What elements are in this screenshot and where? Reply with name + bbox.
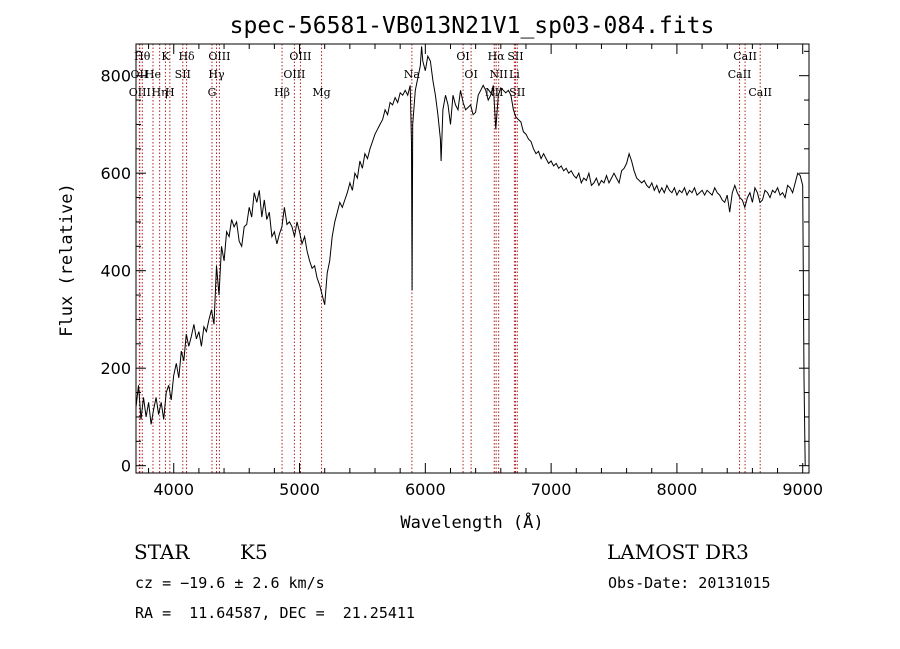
y-tick-label: 600 [100, 164, 131, 183]
line-label: Hδ [178, 50, 195, 63]
x-tick-label: 4000 [153, 480, 194, 499]
y-axis: 0 200 400 600 800 [100, 50, 809, 476]
x-axis: 4000 5000 6000 7000 8000 9000 [148, 44, 823, 499]
chart-title: spec-56581-VB013N21V1_sp03-084.fits [230, 13, 715, 39]
line-label: OI [464, 68, 477, 81]
line-label: OIII [208, 50, 230, 63]
y-tick-label: 0 [121, 457, 131, 476]
line-label: Hθ [134, 50, 151, 63]
survey-name: LAMOST DR3 [607, 540, 749, 564]
line-labels: HθOIIOIIIHeHηKHSIIHδGHγOIIIHβOIIIOIIIMgN… [129, 50, 772, 99]
x-axis-label: Wavelength (Å) [400, 511, 543, 533]
y-tick-label: 800 [100, 67, 131, 86]
line-label: He [145, 68, 161, 81]
line-label: CaII [733, 50, 757, 63]
line-label: CaII [728, 68, 752, 81]
line-label: CaII [748, 86, 772, 99]
line-label: K [161, 50, 170, 63]
object-class: STAR [134, 540, 190, 564]
line-label: SII [175, 68, 191, 81]
line-label: Li [509, 68, 520, 81]
observation-date: Obs-Date: 20131015 [608, 574, 771, 592]
x-tick-label: 9000 [782, 480, 823, 499]
x-tick-label: 7000 [531, 480, 572, 499]
line-label: Hγ [208, 68, 225, 81]
line-label: OIII [129, 86, 151, 99]
line-label: Hη [152, 86, 168, 99]
x-tick-label: 5000 [279, 480, 320, 499]
spectrum-line [135, 46, 806, 466]
line-label: Hβ [274, 86, 290, 99]
line-label: OIII [289, 50, 311, 63]
x-tick-label: 6000 [405, 480, 446, 499]
line-label: NII [485, 86, 503, 99]
line-label: Na [404, 68, 421, 81]
line-label: Mg [312, 86, 330, 99]
line-label: OII [131, 68, 149, 81]
line-label: SII [509, 86, 525, 99]
coordinates: RA = 11.64587, DEC = 21.25411 [135, 604, 415, 622]
line-label: H [165, 86, 175, 99]
plot-frame [135, 43, 810, 474]
x-tick-label: 8000 [657, 480, 698, 499]
line-label: OI [456, 50, 469, 63]
line-label: OIII [283, 68, 305, 81]
line-markers [138, 44, 761, 473]
y-tick-label: 200 [100, 359, 131, 378]
line-label: SII [507, 50, 523, 63]
redshift-value: cz = −19.6 ± 2.6 km/s [135, 574, 325, 592]
y-axis-label: Flux (relative) [57, 183, 77, 337]
object-subclass: K5 [240, 540, 268, 564]
line-label: G [208, 86, 217, 99]
line-label: Hα [488, 50, 506, 63]
line-label: NII [490, 68, 508, 81]
y-tick-label: 400 [100, 262, 131, 281]
